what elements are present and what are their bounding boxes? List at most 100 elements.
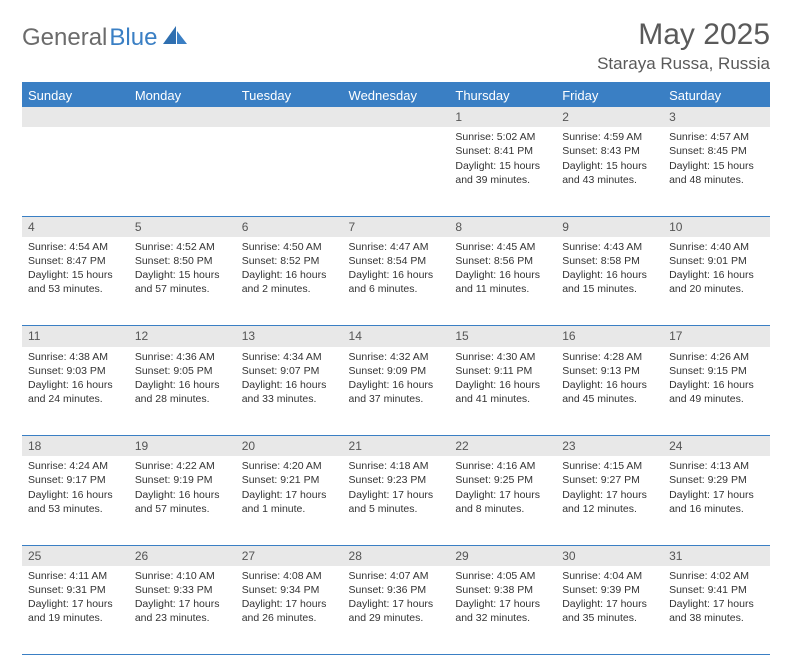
brand-logo: General Blue [22,18,189,52]
day-cell-content: Sunrise: 4:50 AMSunset: 8:52 PMDaylight:… [236,237,343,301]
day-number-cell: 3 [663,107,770,127]
day-number-cell: 8 [449,216,556,237]
day-cell-content: Sunrise: 4:47 AMSunset: 8:54 PMDaylight:… [343,237,450,301]
day-number-cell: 25 [22,545,129,566]
day-cell-content: Sunrise: 4:38 AMSunset: 9:03 PMDaylight:… [22,347,129,411]
day-number-cell: 10 [663,216,770,237]
day-cell-content: Sunrise: 4:24 AMSunset: 9:17 PMDaylight:… [22,456,129,520]
day-content-row: Sunrise: 4:24 AMSunset: 9:17 PMDaylight:… [22,456,770,545]
day-number-cell: 4 [22,216,129,237]
day-number-cell: 7 [343,216,450,237]
day-number-cell: 20 [236,436,343,457]
day-number-cell: 5 [129,216,236,237]
brand-text-blue: Blue [109,24,157,52]
day-cell-content: Sunrise: 4:04 AMSunset: 9:39 PMDaylight:… [556,566,663,630]
day-cell-content: Sunrise: 4:10 AMSunset: 9:33 PMDaylight:… [129,566,236,630]
day-number-row: 18192021222324 [22,436,770,457]
day-cell: Sunrise: 4:16 AMSunset: 9:25 PMDaylight:… [449,456,556,545]
title-block: May 2025 Staraya Russa, Russia [597,18,770,74]
day-number-cell: 19 [129,436,236,457]
day-cell: Sunrise: 4:40 AMSunset: 9:01 PMDaylight:… [663,237,770,326]
day-content-row: Sunrise: 4:11 AMSunset: 9:31 PMDaylight:… [22,566,770,655]
day-cell [22,127,129,216]
day-number-cell: 14 [343,326,450,347]
day-cell: Sunrise: 4:05 AMSunset: 9:38 PMDaylight:… [449,566,556,655]
day-content-row: Sunrise: 4:38 AMSunset: 9:03 PMDaylight:… [22,347,770,436]
day-cell-content: Sunrise: 5:02 AMSunset: 8:41 PMDaylight:… [449,127,556,191]
brand-sail-icon [163,26,189,51]
day-cell-content: Sunrise: 4:08 AMSunset: 9:34 PMDaylight:… [236,566,343,630]
day-number-cell: 9 [556,216,663,237]
day-number-cell: 15 [449,326,556,347]
day-cell: Sunrise: 4:15 AMSunset: 9:27 PMDaylight:… [556,456,663,545]
weekday-header: Thursday [449,83,556,107]
day-cell: Sunrise: 4:22 AMSunset: 9:19 PMDaylight:… [129,456,236,545]
day-cell: Sunrise: 4:36 AMSunset: 9:05 PMDaylight:… [129,347,236,436]
day-cell-content: Sunrise: 4:05 AMSunset: 9:38 PMDaylight:… [449,566,556,630]
day-cell: Sunrise: 4:32 AMSunset: 9:09 PMDaylight:… [343,347,450,436]
day-cell [236,127,343,216]
day-cell: Sunrise: 4:20 AMSunset: 9:21 PMDaylight:… [236,456,343,545]
weekday-header: Wednesday [343,83,450,107]
day-cell: Sunrise: 4:02 AMSunset: 9:41 PMDaylight:… [663,566,770,655]
day-cell-content: Sunrise: 4:36 AMSunset: 9:05 PMDaylight:… [129,347,236,411]
day-number-cell: 31 [663,545,770,566]
day-cell-content: Sunrise: 4:16 AMSunset: 9:25 PMDaylight:… [449,456,556,520]
day-cell-content: Sunrise: 4:02 AMSunset: 9:41 PMDaylight:… [663,566,770,630]
day-cell: Sunrise: 4:04 AMSunset: 9:39 PMDaylight:… [556,566,663,655]
day-number-cell: 30 [556,545,663,566]
day-cell-content: Sunrise: 4:28 AMSunset: 9:13 PMDaylight:… [556,347,663,411]
day-cell: Sunrise: 4:52 AMSunset: 8:50 PMDaylight:… [129,237,236,326]
day-number-cell: 6 [236,216,343,237]
day-cell: Sunrise: 4:13 AMSunset: 9:29 PMDaylight:… [663,456,770,545]
day-number-cell: 17 [663,326,770,347]
day-cell-content: Sunrise: 4:26 AMSunset: 9:15 PMDaylight:… [663,347,770,411]
day-number-cell: 29 [449,545,556,566]
day-cell-content: Sunrise: 4:18 AMSunset: 9:23 PMDaylight:… [343,456,450,520]
brand-text-gray: General [22,24,107,52]
day-cell: Sunrise: 4:59 AMSunset: 8:43 PMDaylight:… [556,127,663,216]
calendar-table: Sunday Monday Tuesday Wednesday Thursday… [22,82,770,655]
header: General Blue May 2025 Staraya Russa, Rus… [22,18,770,74]
day-cell: Sunrise: 4:38 AMSunset: 9:03 PMDaylight:… [22,347,129,436]
day-content-row: Sunrise: 5:02 AMSunset: 8:41 PMDaylight:… [22,127,770,216]
day-number-cell: 22 [449,436,556,457]
day-number-cell: 16 [556,326,663,347]
day-number-cell: 1 [449,107,556,127]
weekday-header: Friday [556,83,663,107]
day-cell-content: Sunrise: 4:07 AMSunset: 9:36 PMDaylight:… [343,566,450,630]
day-cell-content: Sunrise: 4:57 AMSunset: 8:45 PMDaylight:… [663,127,770,191]
day-cell-content: Sunrise: 4:22 AMSunset: 9:19 PMDaylight:… [129,456,236,520]
day-cell: Sunrise: 4:34 AMSunset: 9:07 PMDaylight:… [236,347,343,436]
day-cell-content: Sunrise: 4:34 AMSunset: 9:07 PMDaylight:… [236,347,343,411]
day-cell: Sunrise: 4:28 AMSunset: 9:13 PMDaylight:… [556,347,663,436]
day-number-row: 11121314151617 [22,326,770,347]
day-cell-content: Sunrise: 4:15 AMSunset: 9:27 PMDaylight:… [556,456,663,520]
weekday-header: Monday [129,83,236,107]
day-cell-content: Sunrise: 4:40 AMSunset: 9:01 PMDaylight:… [663,237,770,301]
day-cell-content: Sunrise: 4:11 AMSunset: 9:31 PMDaylight:… [22,566,129,630]
month-title: May 2025 [597,18,770,52]
day-cell: Sunrise: 5:02 AMSunset: 8:41 PMDaylight:… [449,127,556,216]
calendar-body: 123Sunrise: 5:02 AMSunset: 8:41 PMDaylig… [22,107,770,655]
day-number-cell: 18 [22,436,129,457]
day-cell-content: Sunrise: 4:54 AMSunset: 8:47 PMDaylight:… [22,237,129,301]
day-number-cell: 23 [556,436,663,457]
day-cell-content: Sunrise: 4:30 AMSunset: 9:11 PMDaylight:… [449,347,556,411]
day-cell: Sunrise: 4:08 AMSunset: 9:34 PMDaylight:… [236,566,343,655]
weekday-header: Saturday [663,83,770,107]
day-cell-content: Sunrise: 4:13 AMSunset: 9:29 PMDaylight:… [663,456,770,520]
day-cell-content: Sunrise: 4:20 AMSunset: 9:21 PMDaylight:… [236,456,343,520]
day-number-cell [236,107,343,127]
day-number-cell: 12 [129,326,236,347]
day-cell-content: Sunrise: 4:45 AMSunset: 8:56 PMDaylight:… [449,237,556,301]
day-number-cell: 13 [236,326,343,347]
day-cell: Sunrise: 4:43 AMSunset: 8:58 PMDaylight:… [556,237,663,326]
day-number-row: 25262728293031 [22,545,770,566]
day-number-cell: 2 [556,107,663,127]
day-cell-content: Sunrise: 4:32 AMSunset: 9:09 PMDaylight:… [343,347,450,411]
day-cell: Sunrise: 4:50 AMSunset: 8:52 PMDaylight:… [236,237,343,326]
day-cell-content: Sunrise: 4:52 AMSunset: 8:50 PMDaylight:… [129,237,236,301]
day-cell [129,127,236,216]
day-cell: Sunrise: 4:57 AMSunset: 8:45 PMDaylight:… [663,127,770,216]
